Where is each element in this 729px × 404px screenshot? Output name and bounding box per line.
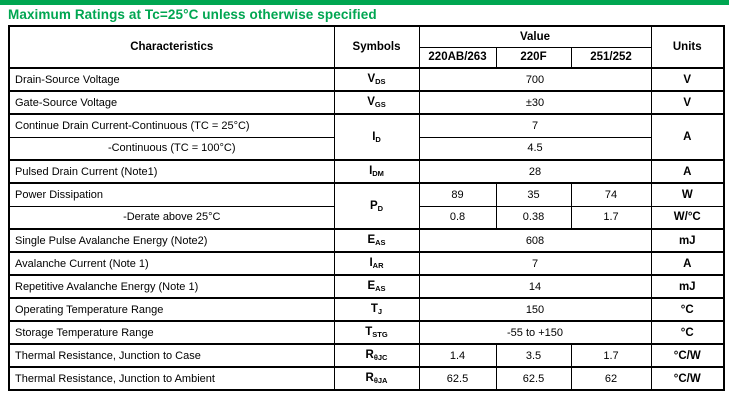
value-cell: 700 <box>418 67 652 92</box>
table-row: Single Pulse Avalanche Energy (Note2) EA… <box>8 228 725 253</box>
symbol-cell: RθJC <box>333 343 420 368</box>
table-header: Characteristics Symbols Value Units 220A… <box>8 25 725 69</box>
table-row: Pulsed Drain Current (Note1) IDM 28 A <box>8 159 725 184</box>
header-value: Value <box>418 25 652 48</box>
symbol-cell: RθJA <box>333 366 420 391</box>
unit-cell: mJ <box>650 228 725 253</box>
symbol-cell: EAS <box>333 228 420 253</box>
value-cell: ±30 <box>418 90 652 115</box>
symbol-cell: ID <box>333 113 420 161</box>
table-row: Operating Temperature Range TJ 150 °C <box>8 297 725 322</box>
unit-cell: V <box>650 67 725 92</box>
value-cell: 62 <box>570 366 652 391</box>
characteristic-cell: -Continuous (TC = 100°C) <box>8 136 335 161</box>
value-cell: 62.5 <box>495 366 572 391</box>
characteristic-cell: Gate-Source Voltage <box>8 90 335 115</box>
header-package-220f: 220F <box>495 46 572 69</box>
value-cell: 1.7 <box>570 205 652 230</box>
value-cell: 7 <box>418 113 652 138</box>
characteristic-cell: Storage Temperature Range <box>8 320 335 345</box>
symbol-cell: TSTG <box>333 320 420 345</box>
value-cell: 89 <box>418 182 497 207</box>
symbol-cell: VDS <box>333 67 420 92</box>
value-cell: 4.5 <box>418 136 652 161</box>
value-cell: 35 <box>495 182 572 207</box>
table-row: Power Dissipation PD 89 35 74 W <box>8 182 725 230</box>
table-row: Gate-Source Voltage VGS ±30 V <box>8 90 725 115</box>
value-cell: 1.7 <box>570 343 652 368</box>
value-cell: 608 <box>418 228 652 253</box>
unit-cell: mJ <box>650 274 725 299</box>
accent-bar <box>0 0 729 5</box>
characteristic-cell: Operating Temperature Range <box>8 297 335 322</box>
value-cell: 28 <box>418 159 652 184</box>
page-title: Maximum Ratings at Tc=25°C unless otherw… <box>8 7 377 22</box>
unit-cell: A <box>650 159 725 184</box>
value-cell: 1.4 <box>418 343 497 368</box>
value-cell: 74 <box>570 182 652 207</box>
table-row: Thermal Resistance, Junction to Ambient … <box>8 366 725 391</box>
header-package-251-252: 251/252 <box>570 46 652 69</box>
header-row-main: Characteristics Symbols Value Units <box>8 25 725 69</box>
header-units: Units <box>650 25 725 69</box>
symbol-cell: IAR <box>333 251 420 276</box>
characteristic-cell: Avalanche Current (Note 1) <box>8 251 335 276</box>
characteristic-cell: -Derate above 25°C <box>8 205 335 230</box>
characteristic-cell: Thermal Resistance, Junction to Ambient <box>8 366 335 391</box>
value-cell: 3.5 <box>495 343 572 368</box>
maximum-ratings-table: Characteristics Symbols Value Units 220A… <box>8 25 725 391</box>
value-cell: 7 <box>418 251 652 276</box>
value-cell: -55 to +150 <box>418 320 652 345</box>
unit-cell: °C/W <box>650 343 725 368</box>
unit-cell: V <box>650 90 725 115</box>
table-row: Drain-Source Voltage VDS 700 V <box>8 67 725 92</box>
unit-cell: W <box>650 182 725 207</box>
unit-cell: W/°C <box>650 205 725 230</box>
symbol-cell: VGS <box>333 90 420 115</box>
symbol-cell: EAS <box>333 274 420 299</box>
symbol-cell: IDM <box>333 159 420 184</box>
value-cell: 14 <box>418 274 652 299</box>
characteristic-cell: Single Pulse Avalanche Energy (Note2) <box>8 228 335 253</box>
unit-cell: °C <box>650 320 725 345</box>
table-row: Storage Temperature Range TSTG -55 to +1… <box>8 320 725 345</box>
characteristic-cell: Pulsed Drain Current (Note1) <box>8 159 335 184</box>
header-package-220ab-263: 220AB/263 <box>418 46 497 69</box>
unit-cell: A <box>650 251 725 276</box>
value-cell: 0.38 <box>495 205 572 230</box>
table-row: Thermal Resistance, Junction to Case RθJ… <box>8 343 725 368</box>
table-row: -Continuous (TC = 100°C) 4.5 <box>8 136 724 161</box>
value-cell: 0.8 <box>418 205 497 230</box>
value-cell: 150 <box>418 297 652 322</box>
unit-cell: A <box>650 113 725 161</box>
unit-cell: °C <box>650 297 725 322</box>
characteristic-cell: Power Dissipation <box>8 182 335 207</box>
table-row: Continue Drain Current-Continuous (TC = … <box>8 113 725 161</box>
characteristic-cell: Continue Drain Current-Continuous (TC = … <box>8 113 335 138</box>
unit-cell: °C/W <box>650 366 725 391</box>
symbol-cell: PD <box>333 182 420 230</box>
symbol-cell: TJ <box>333 297 420 322</box>
header-symbols: Symbols <box>333 25 420 69</box>
characteristic-cell: Drain-Source Voltage <box>8 67 335 92</box>
characteristic-cell: Repetitive Avalanche Energy (Note 1) <box>8 274 335 299</box>
characteristic-cell: Thermal Resistance, Junction to Case <box>8 343 335 368</box>
value-cell: 62.5 <box>418 366 497 391</box>
header-characteristics: Characteristics <box>8 25 335 69</box>
table-row: Avalanche Current (Note 1) IAR 7 A <box>8 251 725 276</box>
table-row: Repetitive Avalanche Energy (Note 1) EAS… <box>8 274 725 299</box>
